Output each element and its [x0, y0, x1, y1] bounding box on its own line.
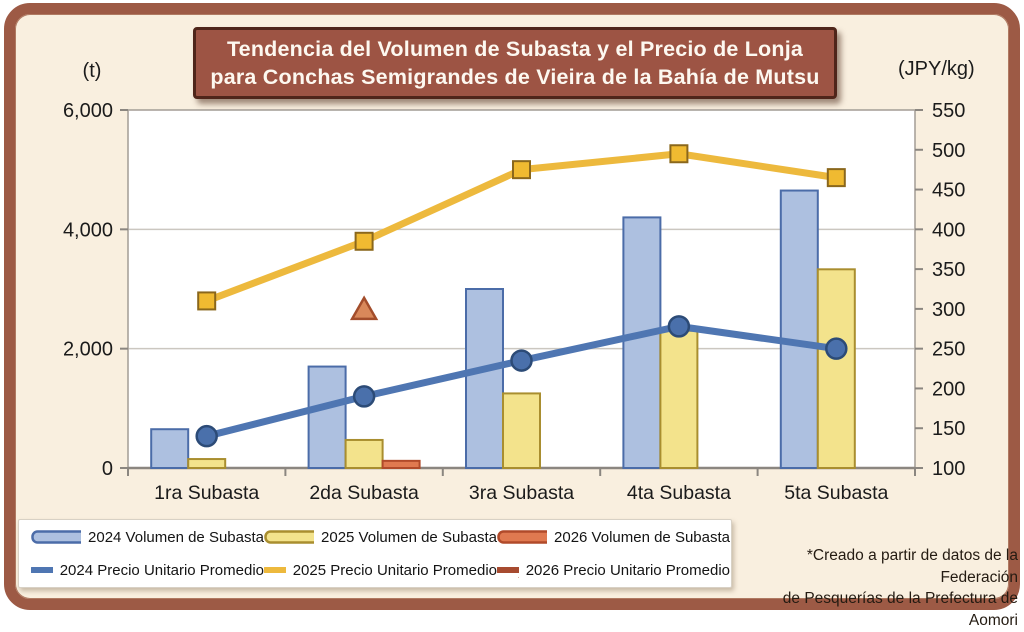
- legend-entry-2024-price: 2024 Precio Unitario Promedio: [31, 559, 264, 581]
- marker-2024-precio-unitario-promedio-5ta-subasta: [825, 337, 848, 360]
- marker-2024-precio-unitario-promedio-1ra-subasta: [195, 424, 218, 448]
- marker-2025-precio-unitario-promedio-4ta-subasta: [669, 144, 689, 164]
- source-footnote-line2: de Pesquerías de la Prefectura de Aomori: [782, 590, 1018, 630]
- bar-2025-volumen-de-subasta-1ra-subasta: [187, 458, 227, 469]
- bar-2024-volumen-de-subasta-5ta-subasta: [779, 189, 819, 470]
- left-tick-label-2000: 2,000: [63, 339, 113, 361]
- marker-2024-precio-unitario-promedio-4ta-subasta: [667, 315, 691, 338]
- right-tick-label-250: 250: [932, 339, 965, 361]
- legend-label: 2024 Volumen de Subasta: [88, 528, 264, 546]
- bar-2024-volumen-de-subasta-2da-subasta: [307, 365, 347, 470]
- right-tick-label-300: 300: [932, 299, 965, 321]
- bar-swatch-2025-icon: [264, 530, 315, 544]
- line-square-swatch-2025-icon: [264, 567, 286, 573]
- legend-entry-2025-volume: 2025 Volumen de Subasta: [264, 529, 497, 546]
- bar-2025-volumen-de-subasta-3ra-subasta: [502, 392, 541, 469]
- legend-entry-2026-volume: 2026 Volumen de Subasta: [497, 529, 730, 546]
- legend-label: 2026 Volumen de Subasta: [554, 528, 730, 546]
- legend-entry-2025-price: 2025 Precio Unitario Promedio: [264, 559, 497, 581]
- chart-title-line2: para Conchas Semigrandes de Vieira de la…: [210, 65, 820, 89]
- right-tick-label-450: 450: [932, 180, 965, 202]
- legend-entry-2024-volume: 2024 Volumen de Subasta: [31, 529, 264, 546]
- left-tick-label-4000: 4,000: [63, 219, 113, 241]
- line-circle-swatch-2024-icon: [31, 567, 53, 573]
- legend: 2024 Volumen de Subasta 2025 Volumen de …: [18, 519, 732, 588]
- chart-page: (t) (JPY/kg) 0 2,000 4,000 6,000 100 150 200 25…: [4, 3, 1020, 629]
- right-tick-label-550: 550: [932, 100, 965, 122]
- bar-2024-volumen-de-subasta-3ra-subasta: [465, 288, 504, 469]
- bar-2024-volumen-de-subasta-4ta-subasta: [622, 216, 662, 469]
- x-label-3ra-subasta: 3ra Subasta: [469, 482, 574, 504]
- x-label-2da-subasta: 2da Subasta: [309, 482, 419, 504]
- source-footnote-line1: *Creado a partir de datos de la Federaci…: [806, 547, 1018, 586]
- right-tick-label-100: 100: [932, 458, 965, 480]
- combo-chart: 0 2,000 4,000 6,000 100 150 200 250 300 350 400 450…: [63, 100, 965, 504]
- bar-2025-volumen-de-subasta-4ta-subasta: [659, 329, 699, 469]
- right-tick-label-200: 200: [932, 378, 965, 400]
- right-tick-label-400: 400: [932, 219, 965, 241]
- marker-2024-precio-unitario-promedio-3ra-subasta: [510, 349, 533, 372]
- bar-swatch-2026-icon: [497, 530, 548, 544]
- bar-2025-volumen-de-subasta-5ta-subasta: [816, 268, 856, 469]
- right-tick-label-500: 500: [932, 140, 965, 162]
- legend-label: 2025 Volumen de Subasta: [321, 528, 497, 546]
- x-label-5ta-subasta: 5ta Subasta: [784, 482, 888, 504]
- marker-2026-precio-unitario-promedio-2da-subasta: [349, 295, 379, 321]
- chart-title: Tendencia del Volumen de Subasta y el Pr…: [193, 27, 837, 99]
- line-triangle-swatch-2026-icon: [497, 567, 519, 578]
- marker-2025-precio-unitario-promedio-1ra-subasta: [197, 291, 217, 311]
- right-tick-label-150: 150: [932, 418, 965, 440]
- x-label-1ra-subasta: 1ra Subasta: [154, 482, 259, 504]
- bar-2026-volumen-de-subasta-2da-subasta: [381, 459, 421, 469]
- right-axis-unit: (JPY/kg): [898, 58, 975, 80]
- legend-entry-2026-price: 2026 Precio Unitario Promedio: [497, 559, 730, 581]
- bar-swatch-2024-icon: [31, 530, 82, 544]
- marker-2025-precio-unitario-promedio-5ta-subasta: [826, 168, 846, 188]
- legend-label: 2026 Precio Unitario Promedio: [525, 561, 730, 579]
- left-tick-label-6000: 6,000: [63, 100, 113, 122]
- bar-2024-volumen-de-subasta-1ra-subasta: [150, 428, 190, 470]
- marker-2024-precio-unitario-promedio-2da-subasta: [352, 385, 376, 408]
- right-tick-label-350: 350: [932, 259, 965, 281]
- legend-label: 2024 Precio Unitario Promedio: [59, 561, 264, 579]
- chart-title-line1: Tendencia del Volumen de Subasta y el Pr…: [226, 37, 804, 61]
- left-axis-unit: (t): [82, 60, 102, 82]
- legend-row-volume: 2024 Volumen de Subasta 2025 Volumen de …: [31, 521, 731, 554]
- legend-row-price: 2024 Precio Unitario Promedio 2025 Preci…: [31, 554, 731, 587]
- legend-label: 2025 Precio Unitario Promedio: [292, 561, 497, 579]
- marker-2025-precio-unitario-promedio-2da-subasta: [354, 231, 374, 251]
- marker-2025-precio-unitario-promedio-3ra-subasta: [512, 160, 531, 180]
- bar-2025-volumen-de-subasta-2da-subasta: [344, 438, 384, 469]
- left-tick-label-0: 0: [102, 458, 113, 480]
- source-footnote: *Creado a partir de datos de la Federaci…: [740, 545, 1018, 632]
- x-label-4ta-subasta: 4ta Subasta: [627, 482, 731, 504]
